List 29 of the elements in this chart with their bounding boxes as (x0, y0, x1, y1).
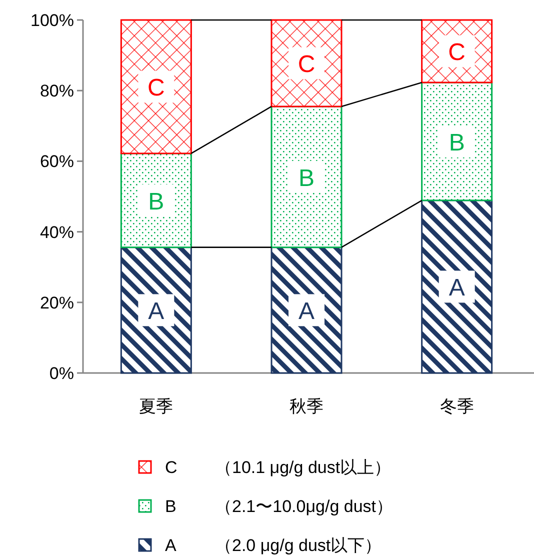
text: （2.0 μg/g dust以下） (215, 536, 382, 555)
bar (120, 246, 192, 374)
text: B (298, 164, 315, 192)
x-tick-label: 夏季 (139, 397, 174, 416)
text: B (148, 188, 164, 216)
text: B (448, 129, 465, 156)
legend-label: B (165, 497, 176, 516)
bar (270, 106, 342, 248)
text: A (298, 298, 315, 326)
text: A (148, 298, 164, 326)
y-tick-label: 60% (40, 152, 74, 172)
bar (421, 200, 493, 374)
text: A (448, 274, 465, 302)
x-tick-label: 冬季 (440, 397, 474, 416)
y-tick-label: 80% (40, 82, 74, 101)
text: （2.1〜10.0μg/g dust） (215, 497, 394, 516)
text: （10.1 μg/g dust以上） (215, 458, 392, 477)
text: C (147, 74, 165, 102)
text: C (448, 39, 466, 66)
bar (270, 246, 342, 374)
bar (120, 19, 192, 154)
legend-label: C (165, 458, 178, 477)
x-tick-label: 秋季 (290, 397, 324, 416)
y-tick-label: 20% (40, 293, 74, 312)
y-tick-label: 0% (49, 364, 74, 383)
y-tick-label: 100% (30, 11, 74, 30)
y-tick-label: 40% (40, 222, 74, 242)
legend-label: A (165, 536, 177, 555)
text: C (298, 51, 316, 78)
